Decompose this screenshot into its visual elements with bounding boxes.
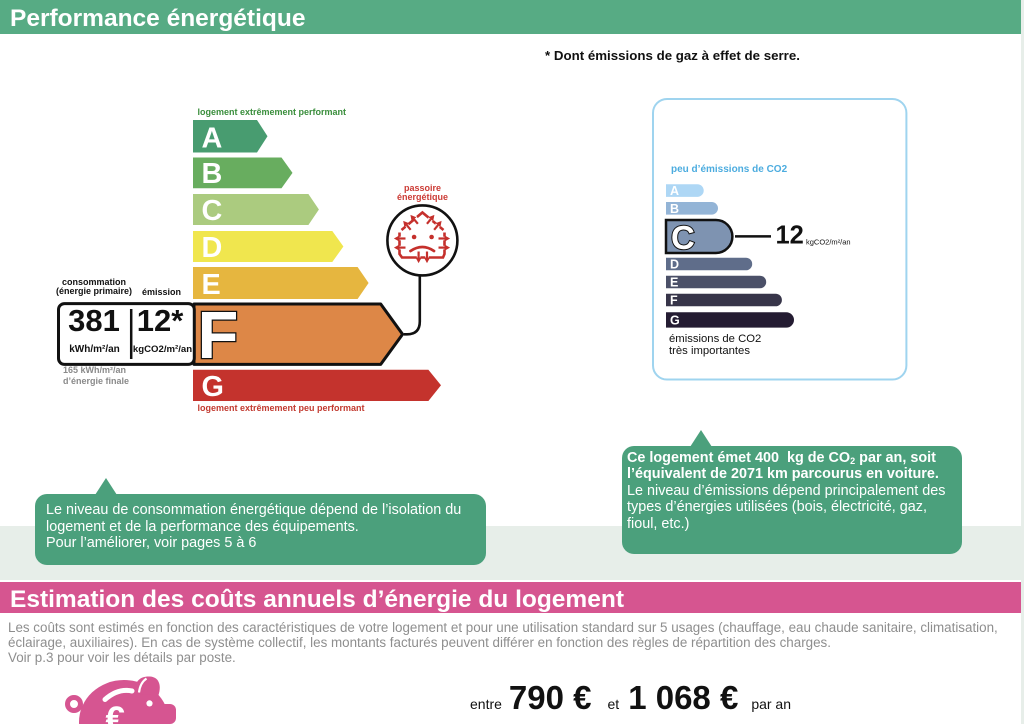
svg-text:G: G [670, 314, 680, 328]
svg-text:C: C [202, 195, 223, 227]
svg-text:€: € [106, 700, 125, 724]
svg-text:12: 12 [776, 222, 804, 250]
svg-text:E: E [202, 269, 221, 301]
svg-text:B: B [202, 158, 223, 190]
svg-text:F: F [198, 298, 239, 373]
svg-text:12*: 12* [137, 303, 184, 338]
svg-text:E: E [670, 276, 678, 290]
svg-text:kgCO2/m²/an: kgCO2/m²/an [133, 344, 192, 355]
svg-text:D: D [670, 258, 679, 272]
svg-text:kWh/m²/an: kWh/m²/an [69, 344, 120, 355]
svg-text:381: 381 [68, 303, 120, 338]
svg-text:G: G [202, 371, 224, 403]
svg-text:kgCO2/m²/an: kgCO2/m²/an [806, 238, 851, 247]
svg-text:A: A [670, 184, 679, 198]
svg-text:A: A [202, 122, 223, 154]
svg-text:D: D [202, 232, 223, 264]
svg-text:C: C [671, 219, 695, 256]
svg-text:B: B [670, 202, 679, 216]
svg-text:F: F [670, 294, 678, 308]
